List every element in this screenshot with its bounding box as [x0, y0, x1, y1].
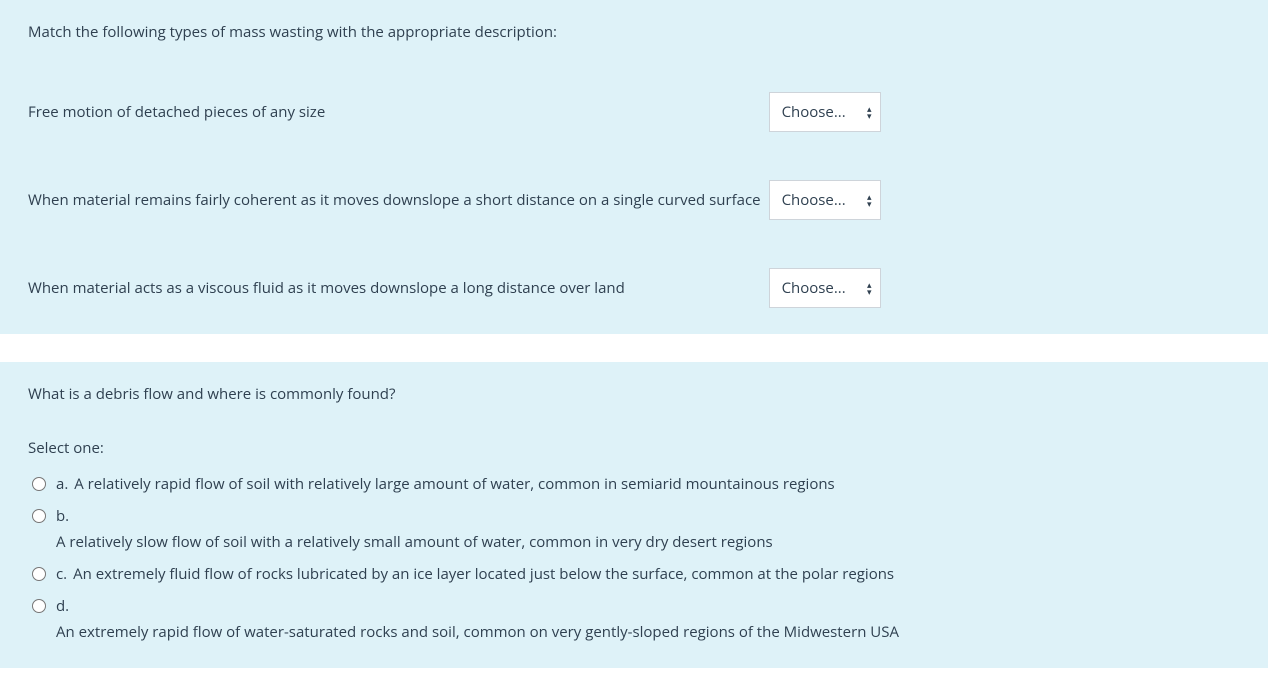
option-row: b. A relatively slow flow of soil with a … [28, 500, 1248, 558]
match-item-text: When material remains fairly coherent as… [28, 190, 769, 210]
option-radio[interactable] [32, 509, 46, 523]
match-item-text: Free motion of detached pieces of any si… [28, 102, 769, 122]
matching-table: Free motion of detached pieces of any si… [28, 92, 881, 308]
option-row: d. An extremely rapid flow of water-satur… [28, 590, 1248, 648]
match-select-1[interactable]: Choose... ▴▾ [769, 92, 881, 132]
option-radio[interactable] [32, 567, 46, 581]
option-letter: c. [56, 564, 67, 584]
option-text: An extremely fluid flow of rocks lubrica… [73, 564, 894, 584]
option-text: A relatively slow flow of soil with a re… [56, 532, 792, 552]
option-text: An extremely rapid flow of water-saturat… [56, 622, 918, 642]
option-text: A relatively rapid flow of soil with rel… [74, 474, 834, 494]
option-body[interactable]: a. A relatively rapid flow of soil with r… [56, 474, 835, 494]
match-item-text: When material acts as a viscous fluid as… [28, 278, 769, 298]
option-radio[interactable] [32, 477, 46, 491]
option-body[interactable]: d. An extremely rapid flow of water-satur… [56, 596, 918, 642]
match-select-2[interactable]: Choose... ▴▾ [769, 180, 881, 220]
option-letter: b. [56, 506, 69, 526]
option-body[interactable]: c. An extremely fluid flow of rocks lubri… [56, 564, 894, 584]
chevron-updown-icon: ▴▾ [867, 281, 872, 295]
question-block-matching: Match the following types of mass wastin… [0, 0, 1268, 334]
match-select-3[interactable]: Choose... ▴▾ [769, 268, 881, 308]
select-value: Choose... [782, 278, 846, 298]
option-letter: d. [56, 596, 69, 616]
chevron-updown-icon: ▴▾ [867, 193, 872, 207]
option-body[interactable]: b. A relatively slow flow of soil with a … [56, 506, 792, 552]
option-row: a. A relatively rapid flow of soil with r… [28, 468, 1248, 500]
question-block-multichoice: What is a debris flow and where is commo… [0, 362, 1268, 668]
question-prompt: Match the following types of mass wastin… [28, 22, 1248, 42]
select-value: Choose... [782, 102, 846, 122]
select-value: Choose... [782, 190, 846, 210]
chevron-updown-icon: ▴▾ [867, 105, 872, 119]
question-prompt: What is a debris flow and where is commo… [28, 384, 1248, 404]
select-one-label: Select one: [28, 438, 1248, 458]
option-radio[interactable] [32, 599, 46, 613]
option-letter: a. [56, 474, 68, 494]
option-row: c. An extremely fluid flow of rocks lubri… [28, 558, 1248, 590]
